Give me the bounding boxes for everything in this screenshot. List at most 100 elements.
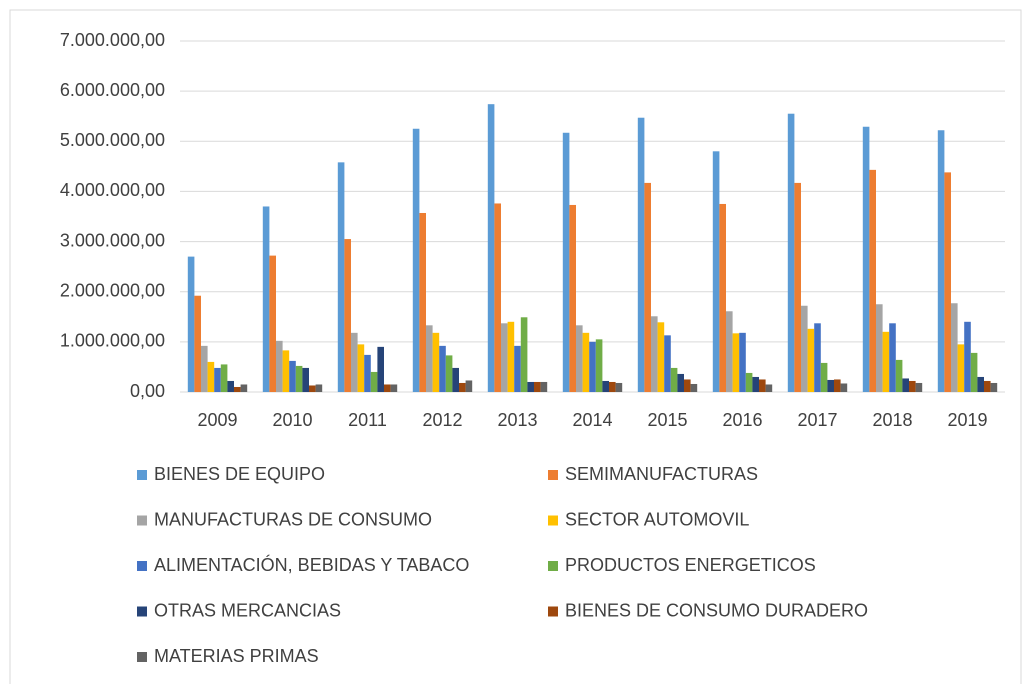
bar (752, 376, 759, 392)
bar (390, 384, 398, 392)
bar (937, 130, 945, 393)
bar (970, 352, 978, 392)
bar (494, 203, 501, 392)
bar (827, 379, 834, 392)
bar (452, 367, 459, 392)
bar (732, 333, 740, 392)
bar (240, 384, 248, 392)
bar (602, 380, 609, 392)
bar (869, 169, 876, 392)
bar (459, 382, 466, 392)
bar (364, 354, 371, 392)
bar (957, 344, 965, 392)
bar (187, 256, 195, 392)
bar (309, 385, 316, 392)
bar (220, 364, 228, 392)
bar (794, 182, 801, 392)
bar (426, 325, 433, 392)
y-tick-label: 5.000.000,00 (60, 130, 165, 150)
bar (759, 379, 766, 392)
bar (507, 321, 515, 392)
bar (412, 128, 420, 392)
bar (664, 335, 671, 392)
bar (514, 345, 521, 392)
x-tick-label: 2009 (197, 410, 237, 430)
x-tick-label: 2017 (797, 410, 837, 430)
bar (465, 380, 473, 392)
bar (589, 341, 596, 392)
bar (527, 381, 534, 392)
bar (582, 332, 590, 392)
legend-label: MANUFACTURAS DE CONSUMO (154, 509, 432, 529)
bar (895, 359, 903, 392)
bar (562, 132, 570, 393)
bar (787, 113, 795, 392)
bar (344, 239, 351, 392)
bar (902, 378, 909, 392)
bar (214, 367, 221, 392)
x-tick-label: 2016 (722, 410, 762, 430)
bar (534, 381, 541, 392)
bar (637, 117, 645, 393)
y-tick-label: 3.000.000,00 (60, 230, 165, 250)
bar (990, 382, 998, 392)
bar (194, 295, 201, 392)
bar (201, 345, 208, 392)
bar (315, 384, 323, 392)
legend-swatch (548, 606, 558, 617)
legend-label: MATERIAS PRIMAS (154, 646, 319, 666)
bar (677, 373, 684, 392)
bar (801, 305, 808, 392)
x-tick-label: 2010 (272, 410, 312, 430)
chart-frame (9, 9, 1022, 689)
bar (807, 328, 815, 392)
bar (576, 325, 583, 392)
bar (670, 367, 678, 392)
bar (384, 384, 391, 392)
bar (882, 331, 890, 392)
bar (370, 371, 378, 392)
bar (876, 304, 883, 392)
bar (487, 104, 495, 393)
bar (377, 346, 384, 392)
bar (820, 362, 828, 392)
bar (282, 350, 290, 392)
y-tick-label: 7.000.000,00 (60, 30, 165, 50)
y-tick-label: 4.000.000,00 (60, 180, 165, 200)
bar (684, 379, 691, 392)
bar (909, 380, 916, 392)
bar (595, 339, 603, 392)
bar (889, 323, 896, 392)
y-tick-label: 6.000.000,00 (60, 80, 165, 100)
x-tick-label: 2011 (348, 410, 387, 430)
legend-label: ALIMENTACIÓN, BEBIDAS Y TABACO (154, 554, 469, 575)
legend-label: BIENES DE EQUIPO (154, 464, 325, 484)
bar (651, 316, 658, 392)
bar (439, 345, 446, 392)
bar (814, 323, 821, 392)
bar (207, 361, 215, 392)
bar (289, 360, 296, 392)
legend-swatch (137, 470, 147, 480)
legend-label: SECTOR AUTOMOVIL (565, 509, 749, 529)
bar (726, 311, 733, 392)
bar (295, 365, 303, 392)
bar (520, 317, 528, 392)
bar (745, 372, 753, 392)
bar (915, 382, 923, 392)
bar (337, 162, 345, 392)
bar (501, 323, 508, 392)
bar (984, 380, 991, 392)
bar (432, 332, 440, 392)
bar (609, 381, 616, 392)
legend-swatch (548, 470, 558, 480)
bar (690, 383, 698, 392)
bar (944, 172, 951, 392)
bar (719, 203, 726, 392)
y-tick-label: 1.000.000,00 (60, 331, 165, 351)
x-tick-label: 2015 (647, 410, 687, 430)
bar (977, 376, 984, 392)
legend-swatch (137, 561, 147, 571)
bar (351, 332, 358, 392)
